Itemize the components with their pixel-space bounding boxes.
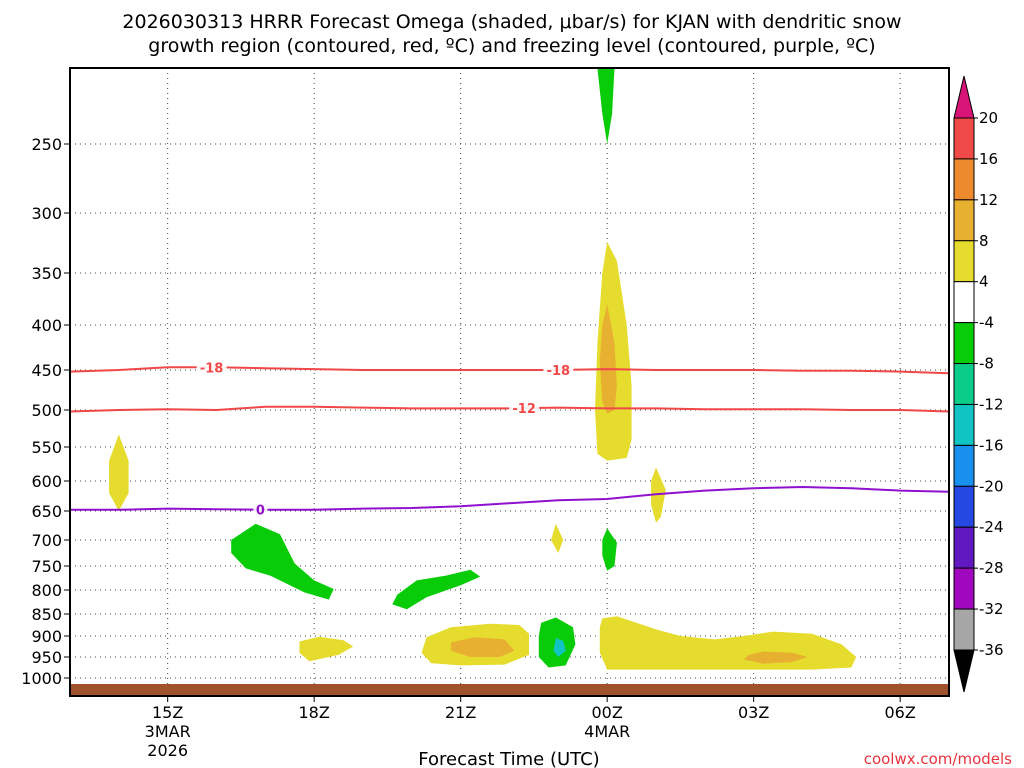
colorbar-segment: [953, 117, 975, 160]
temperature-contours: -18 -18 -12 0: [70, 360, 949, 519]
colorbar-segment: [953, 608, 975, 651]
colorbar-label: -8: [979, 355, 994, 373]
contour-label-dgz-minus18: -18: [200, 361, 224, 376]
x-tick-date: 3MAR: [145, 722, 191, 741]
contour-label-dgz-minus12: -12: [512, 402, 536, 417]
omega-region-yellow-sliver: [551, 523, 564, 553]
x-tick-label: 21Z: [445, 703, 476, 722]
plot-frame: [69, 67, 950, 697]
x-tick-label: 15Z: [152, 703, 183, 722]
x-tick-year: 2026: [147, 741, 188, 760]
omega-region-upper-green: [597, 68, 615, 144]
y-tick-label: 850: [31, 605, 62, 624]
contour-label-dgz-minus18: -18: [547, 364, 571, 379]
chart-title-line2: growth region (contoured, red, ºC) and f…: [148, 35, 875, 57]
contour-freezing-0: [70, 485, 949, 511]
omega-region-cyan-2330: [553, 638, 566, 657]
y-tick-label: 900: [31, 627, 62, 646]
x-tick-label: 06Z: [885, 703, 916, 722]
colorbar-label: 20: [979, 109, 998, 127]
omega-region-yellow-18z: [299, 636, 354, 662]
x-tick-label: 18Z: [299, 703, 330, 722]
colorbar-segment: [953, 567, 975, 610]
colorbar-arrow-bottom: [953, 649, 975, 693]
y-tick-label: 350: [31, 264, 62, 283]
colorbar-segment: [953, 363, 975, 405]
colorbar-segment: [953, 444, 975, 487]
site-credit: coolwx.com/models: [864, 750, 1012, 768]
y-tick-label: 700: [31, 531, 62, 550]
colorbar-label: 16: [979, 150, 998, 168]
x-tick-label: 03Z: [738, 703, 769, 722]
colorbar-label: -12: [979, 395, 1004, 413]
omega-region-orange-right-inner: [743, 651, 808, 664]
x-axis-label: Forecast Time (UTC): [418, 749, 599, 768]
omega-region-orange-21z-inner: [450, 637, 515, 657]
y-tick-label: 750: [31, 557, 62, 576]
colorbar-segment: [953, 485, 975, 528]
omega-region-green-left-big: [231, 523, 334, 600]
colorbar-label: -36: [979, 641, 1004, 659]
colorbar-label: 8: [979, 232, 989, 250]
contour-label-bg: [509, 401, 540, 416]
y-tick-label: 250: [31, 135, 62, 154]
colorbar-segment: [953, 403, 975, 446]
y-tick-label: 1000: [21, 669, 62, 688]
colorbar-arrow-top: [953, 75, 975, 119]
y-tick-label: 400: [31, 316, 62, 335]
colorbar-segment: [953, 281, 975, 324]
contour-label-bg: [543, 363, 574, 377]
y-tick-label: 650: [31, 502, 62, 521]
x-tick-date: 4MAR: [584, 722, 630, 741]
contour-dgz-minus12: [70, 405, 949, 413]
colorbar-legend: 20 16 12 8 4 -4 -8 -12 -16 -20 -24 -28 -32 -36: [953, 75, 1004, 693]
omega-region-left-yellow-small: [109, 434, 129, 511]
colorbar-label: -20: [979, 477, 1004, 495]
omega-region-green-right-small: [602, 528, 617, 571]
y-axis: 250 300 350 400 450 500 550 600 650 700 750 800 850 9…: [21, 135, 70, 688]
contour-label-bg: [253, 502, 268, 517]
y-tick-label: 950: [31, 648, 62, 667]
colorbar-segment: [953, 240, 975, 283]
omega-region-yellow-right-big: [599, 616, 857, 670]
y-tick-label: 300: [31, 204, 62, 223]
x-tick-label: 00Z: [592, 703, 623, 722]
colorbar-label: 4: [979, 273, 989, 291]
colorbar-segment: [953, 526, 975, 569]
surface-terrain: [70, 684, 949, 696]
colorbar-label: -16: [979, 436, 1004, 454]
surface-ground: [70, 684, 949, 696]
colorbar-label: -32: [979, 600, 1004, 618]
omega-region-green-mid-big: [392, 569, 481, 610]
contour-label-bg: [196, 360, 227, 375]
y-tick-label: 800: [31, 581, 62, 600]
contour-label-freezing-0: 0: [256, 504, 265, 519]
colorbar-label: 12: [979, 191, 998, 209]
colorbar-label: -24: [979, 518, 1004, 536]
omega-region-upper-yellow-inner: [599, 304, 617, 414]
y-tick-label: 450: [31, 361, 62, 380]
omega-shading: [109, 68, 857, 670]
colorbar-segment: [953, 322, 975, 365]
colorbar-segment: [953, 199, 975, 242]
y-tick-label: 500: [31, 401, 62, 420]
chart-title-line1: 2026030313 HRRR Forecast Omega (shaded, …: [122, 11, 901, 33]
colorbar-label: -4: [979, 314, 994, 332]
colorbar-segment: [953, 158, 975, 201]
y-tick-label: 600: [31, 472, 62, 491]
y-tick-label: 550: [31, 438, 62, 457]
grid-lines: [70, 68, 949, 696]
colorbar-label: -28: [979, 559, 1004, 577]
